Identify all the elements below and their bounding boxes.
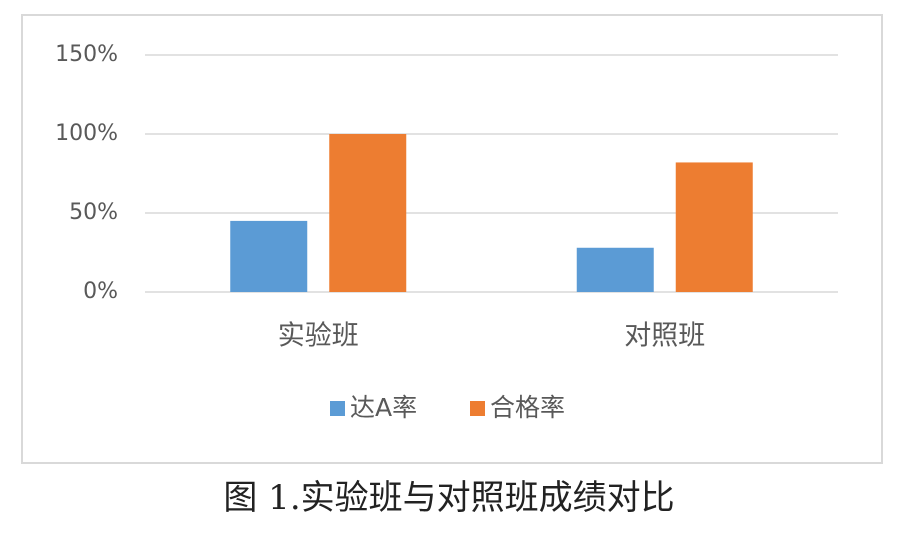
legend-label: 达A率 bbox=[350, 393, 417, 422]
y-tick-label: 100% bbox=[55, 121, 118, 146]
x-tick-label: 实验班 bbox=[278, 321, 359, 352]
legend-label: 合格率 bbox=[490, 393, 565, 422]
legend-swatch bbox=[330, 401, 345, 416]
chart-title: 图 1.实验班与对照班成绩对比 bbox=[223, 478, 674, 518]
bar bbox=[329, 134, 407, 292]
y-tick-label: 50% bbox=[69, 200, 118, 225]
bar bbox=[576, 247, 654, 292]
x-tick-label: 对照班 bbox=[624, 321, 705, 352]
y-tick-label: 150% bbox=[55, 42, 118, 67]
legend-swatch bbox=[470, 401, 485, 416]
y-tick-label: 0% bbox=[83, 279, 118, 304]
bar bbox=[675, 162, 753, 292]
bar bbox=[230, 220, 308, 292]
chart-frame bbox=[21, 14, 883, 464]
